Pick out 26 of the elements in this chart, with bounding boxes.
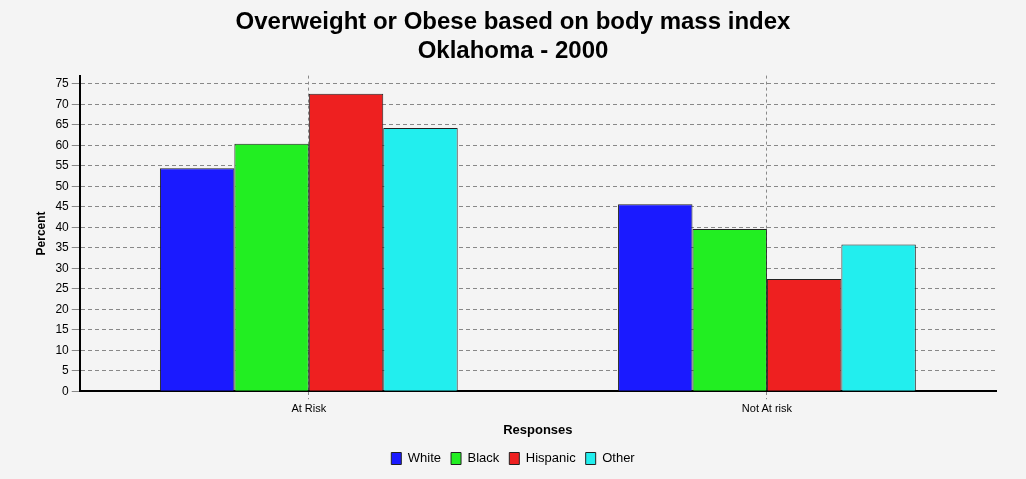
legend-label: Hispanic [525, 450, 577, 466]
legend-label: Other [602, 450, 636, 466]
text: Overweight or Obese based on body mass index [235, 7, 791, 35]
x-axis-title: Responses [503, 421, 573, 437]
y-tick-label: 70 [55, 96, 70, 111]
x-tick-label: At Risk [291, 401, 327, 414]
y-tick-label: 35 [55, 240, 70, 255]
y-tick-label: 45 [55, 199, 70, 214]
y-tick-label: 75 [55, 76, 70, 91]
y-tick-label: 30 [55, 260, 70, 275]
legend-label: White [407, 450, 442, 466]
legend-label: Black [467, 450, 500, 466]
y-tick-label: 5 [62, 363, 70, 378]
y-tick-label: 15 [55, 322, 70, 337]
y-tick-label: 25 [55, 281, 70, 296]
x-tick-label: Not At risk [741, 401, 793, 414]
y-tick-label: 60 [55, 137, 70, 152]
text: Oklahoma - 2000 [417, 35, 609, 63]
y-tick-label: 55 [55, 158, 70, 173]
y-tick-label: 40 [55, 219, 70, 234]
y-axis-title: Percent [33, 211, 48, 256]
y-tick-label: 20 [55, 301, 70, 316]
y-tick-label: 65 [55, 117, 70, 132]
y-tick-label: 0 [62, 383, 70, 398]
y-tick-label: 10 [55, 342, 70, 357]
y-tick-label: 50 [55, 178, 70, 193]
